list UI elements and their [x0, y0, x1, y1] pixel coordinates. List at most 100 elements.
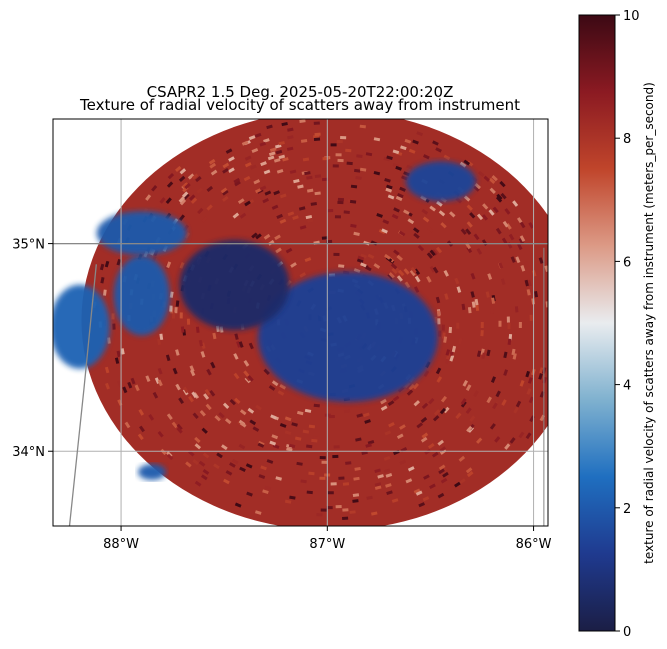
texture-cell	[518, 237, 525, 245]
texture-cell	[393, 207, 400, 213]
texture-cell	[494, 436, 501, 443]
texture-cell	[422, 216, 430, 223]
texture-cell	[403, 209, 410, 215]
texture-cell	[234, 180, 241, 187]
texture-cell	[385, 473, 393, 478]
texture-cell	[495, 196, 503, 203]
texture-cell	[216, 452, 223, 459]
texture-cell	[326, 506, 333, 510]
texture-cell	[130, 377, 136, 385]
texture-cell	[410, 266, 417, 274]
texture-cell	[507, 322, 511, 329]
texture-cell	[124, 421, 131, 429]
texture-cell	[488, 209, 495, 216]
texture-cell	[289, 495, 296, 500]
texture-cell	[478, 170, 485, 178]
texture-cell	[424, 448, 432, 455]
texture-cell	[399, 186, 406, 192]
texture-cell	[290, 262, 297, 268]
texture-cell	[455, 412, 462, 420]
texture-cell	[432, 415, 440, 422]
texture-cell	[545, 301, 548, 308]
texture-cell	[186, 318, 191, 325]
texture-cell	[526, 388, 532, 395]
texture-cell	[314, 191, 321, 196]
texture-cell	[405, 383, 412, 390]
texture-cell	[300, 139, 308, 143]
texture-cell	[495, 227, 502, 235]
texture-cell	[395, 195, 403, 202]
texture-cell	[278, 154, 286, 160]
plot-frame	[52, 118, 549, 527]
texture-cell	[222, 189, 229, 196]
texture-cell	[151, 185, 158, 192]
texture-cell	[205, 403, 212, 411]
texture-cell	[426, 252, 433, 259]
texture-cell	[486, 396, 493, 404]
radar-field	[53, 119, 548, 526]
texture-cell	[311, 438, 318, 443]
texture-cell	[373, 170, 381, 176]
texture-cell	[407, 466, 415, 472]
texture-cell	[178, 397, 184, 404]
texture-cell	[439, 407, 447, 415]
texture-cell	[470, 291, 475, 298]
texture-cell	[262, 489, 269, 495]
texture-cell	[208, 158, 216, 165]
texture-cell	[116, 258, 122, 266]
texture-cell	[166, 181, 174, 188]
colorbar-tick-label: 0	[623, 625, 631, 640]
plot-area	[53, 119, 548, 526]
texture-cell	[138, 409, 145, 416]
texture-cell	[222, 162, 230, 169]
texture-cell	[159, 197, 166, 204]
texture-cell	[421, 402, 429, 410]
texture-cell	[448, 326, 452, 334]
texture-cell	[278, 140, 285, 146]
texture-cell	[198, 460, 206, 467]
texture-cell	[238, 341, 244, 348]
texture-cell	[248, 342, 254, 350]
texture-cell	[279, 384, 287, 390]
texture-cell	[284, 416, 292, 422]
texture-cell	[474, 293, 480, 300]
texture-cell	[501, 237, 508, 245]
texture-cell	[366, 495, 373, 500]
texture-cell	[500, 278, 506, 285]
texture-cell	[176, 427, 183, 434]
texture-cell	[440, 222, 447, 229]
texture-cell	[413, 232, 420, 239]
texture-cell	[127, 381, 133, 389]
texture-cell	[360, 262, 367, 268]
texture-cell	[435, 296, 441, 304]
texture-cell	[229, 398, 236, 406]
texture-cell	[359, 124, 366, 129]
texture-cell	[251, 148, 259, 153]
texture-cell	[429, 483, 436, 490]
texture-cell	[409, 269, 416, 277]
texture-cell	[191, 391, 198, 399]
texture-cell	[396, 192, 404, 199]
texture-cell	[206, 204, 213, 211]
texture-cell	[429, 265, 436, 273]
texture-cell	[466, 221, 473, 228]
texture-cell	[321, 177, 329, 182]
texture-cell	[304, 408, 312, 413]
texture-cell	[179, 312, 183, 319]
texture-cell	[245, 463, 253, 469]
texture-cell	[171, 421, 178, 429]
texture-cell	[271, 380, 279, 387]
texture-cell	[391, 267, 398, 275]
texture-cell	[112, 323, 116, 330]
texture-cell	[244, 162, 252, 168]
texture-cell	[178, 196, 185, 203]
texture-cell	[307, 218, 314, 223]
texture-cell	[308, 424, 316, 429]
texture-cell	[504, 208, 511, 215]
texture-cell	[398, 230, 406, 237]
texture-cell	[480, 330, 484, 337]
texture-cell	[248, 135, 256, 141]
texture-cell	[233, 372, 240, 380]
texture-cell	[420, 436, 428, 443]
colorbar-tick-label: 10	[623, 9, 640, 24]
